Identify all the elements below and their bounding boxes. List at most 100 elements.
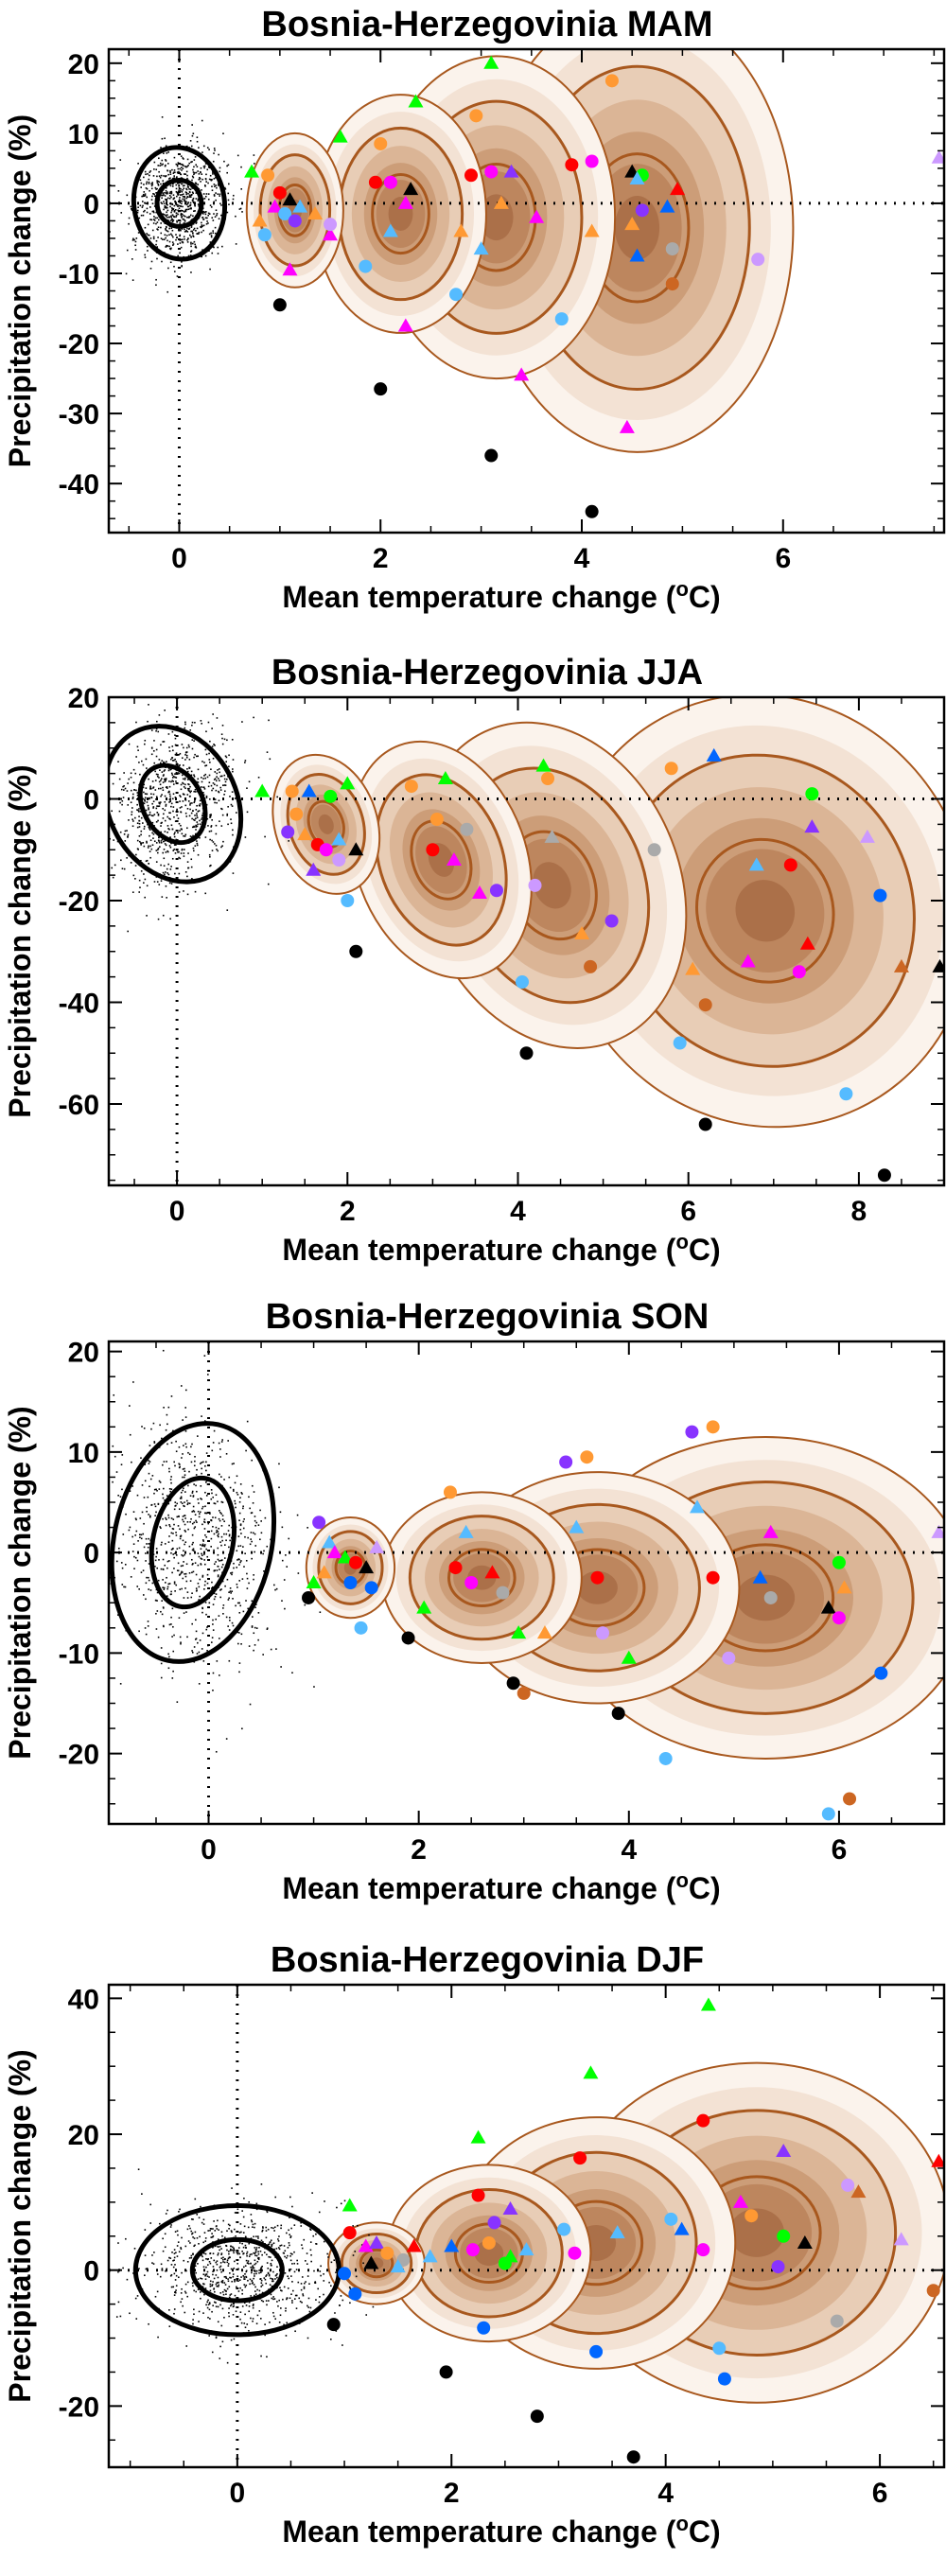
noise-point xyxy=(182,1489,184,1492)
noise-point xyxy=(207,214,210,217)
noise-point xyxy=(211,179,213,181)
noise-point xyxy=(148,1472,150,1475)
noise-point xyxy=(164,206,166,209)
noise-point xyxy=(184,1543,185,1546)
noise-point xyxy=(138,762,140,763)
noise-point xyxy=(206,2301,209,2304)
noise-point xyxy=(106,738,108,740)
noise-point xyxy=(215,2274,218,2276)
noise-point xyxy=(171,214,174,217)
noise-point xyxy=(145,173,147,176)
noise-point xyxy=(158,787,160,790)
model-point-triangle xyxy=(659,199,675,213)
noise-point xyxy=(186,158,189,161)
noise-point xyxy=(217,2276,219,2279)
noise-point xyxy=(131,796,134,798)
noise-point xyxy=(155,243,157,246)
noise-point xyxy=(188,1470,190,1473)
noise-point xyxy=(201,1576,204,1578)
noise-point xyxy=(126,790,129,792)
noise-point xyxy=(143,828,146,830)
noise-point xyxy=(183,782,184,785)
noise-point xyxy=(165,1582,166,1584)
noise-point xyxy=(228,2286,231,2288)
noise-point xyxy=(143,184,145,185)
noise-point xyxy=(155,239,158,242)
noise-point xyxy=(168,828,170,831)
noise-point xyxy=(193,240,196,243)
noise-point xyxy=(146,915,148,917)
noise-point xyxy=(193,1527,196,1530)
noise-point xyxy=(180,214,183,217)
noise-point xyxy=(185,746,188,749)
noise-point xyxy=(163,813,165,815)
noise-point xyxy=(196,840,198,842)
noise-point xyxy=(233,2267,236,2269)
noise-point xyxy=(213,195,216,197)
noise-point xyxy=(211,727,213,729)
noise-point xyxy=(122,2267,124,2269)
noise-point xyxy=(219,1512,221,1514)
noise-point xyxy=(170,1551,172,1554)
noise-point xyxy=(203,1512,206,1515)
noise-point xyxy=(168,845,171,847)
noise-point xyxy=(183,890,184,892)
noise-point xyxy=(131,1535,133,1538)
noise-point xyxy=(288,840,289,842)
noise-point xyxy=(142,214,145,217)
noise-point xyxy=(179,1465,181,1468)
noise-point xyxy=(187,254,190,257)
noise-point xyxy=(151,2254,153,2256)
noise-point xyxy=(228,1591,230,1594)
noise-point xyxy=(210,826,213,828)
noise-point xyxy=(183,187,185,190)
noise-point xyxy=(214,1595,217,1598)
noise-point xyxy=(202,1660,205,1662)
model-point-circle xyxy=(528,878,542,892)
noise-point xyxy=(236,2252,239,2253)
noise-point xyxy=(250,2266,252,2269)
noise-point xyxy=(272,2270,274,2273)
noise-point xyxy=(101,767,103,769)
noise-point xyxy=(300,2288,303,2291)
noise-point xyxy=(139,179,142,182)
noise-point xyxy=(144,2254,147,2256)
noise-point xyxy=(296,1514,299,1516)
noise-point xyxy=(172,1518,175,1520)
model-point-circle xyxy=(312,1516,326,1530)
noise-point xyxy=(169,812,171,815)
model-point-triangle xyxy=(306,862,322,876)
model-point-circle xyxy=(324,789,338,803)
noise-point xyxy=(161,778,163,780)
noise-point xyxy=(206,2264,209,2266)
noise-point xyxy=(143,176,145,179)
noise-point xyxy=(190,1596,193,1599)
noise-point xyxy=(214,226,217,229)
noise-point xyxy=(245,1559,248,1562)
noise-point xyxy=(223,1479,225,1481)
noise-point xyxy=(149,237,152,239)
noise-point xyxy=(228,2251,230,2252)
noise-point xyxy=(168,1560,170,1562)
noise-point xyxy=(157,774,159,776)
noise-point xyxy=(195,247,198,249)
noise-point xyxy=(273,2230,275,2232)
noise-point xyxy=(220,1525,223,1527)
noise-point xyxy=(233,1463,235,1464)
noise-point xyxy=(174,1552,176,1554)
noise-point xyxy=(179,857,182,860)
noise-point xyxy=(216,2263,219,2266)
noise-point xyxy=(241,1727,243,1730)
noise-point xyxy=(177,167,180,170)
noise-point xyxy=(166,192,167,194)
noise-point xyxy=(263,1570,265,1572)
noise-point xyxy=(209,838,211,841)
noise-point xyxy=(191,1522,194,1525)
noise-point xyxy=(208,759,211,761)
noise-point xyxy=(184,835,186,837)
noise-point xyxy=(168,1524,170,1526)
noise-point xyxy=(219,2265,222,2268)
noise-point xyxy=(174,200,176,202)
noise-point xyxy=(169,768,172,771)
noise-point xyxy=(231,1590,234,1593)
